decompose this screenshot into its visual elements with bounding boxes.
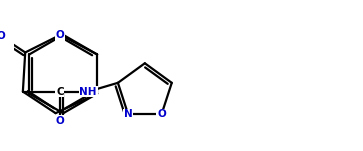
Text: C: C — [56, 87, 64, 97]
Text: O: O — [157, 109, 166, 119]
Text: NH: NH — [79, 87, 97, 97]
Text: O: O — [0, 31, 5, 41]
Text: O: O — [56, 30, 65, 40]
Text: O: O — [56, 116, 64, 126]
Text: N: N — [124, 109, 132, 119]
